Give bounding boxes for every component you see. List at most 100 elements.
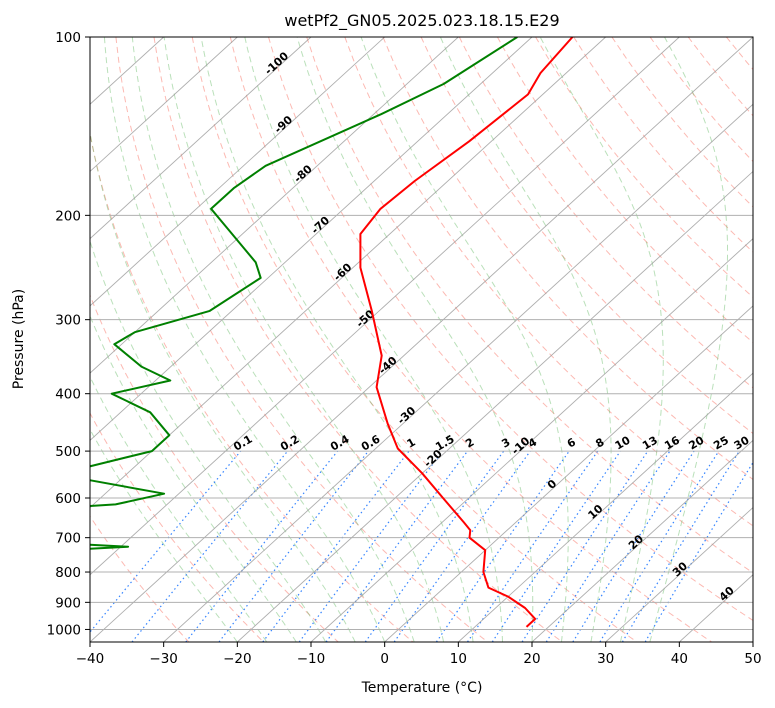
y-tick-label: 900 bbox=[55, 595, 81, 611]
chart-title: wetPf2_GN05.2025.023.18.15.E29 bbox=[284, 11, 559, 31]
mixing-ratio-line bbox=[90, 450, 242, 633]
dry-adiabat bbox=[90, 412, 264, 642]
isoline-labels: 0.1 0.2 0.4 0.6 1 1.5 2 3 4 6 8 10 13 16 20 25 30 36-100-… bbox=[231, 49, 772, 604]
isotherm-line bbox=[90, 37, 238, 173]
moist-adiabat bbox=[90, 129, 356, 642]
mixing-ratio-label: 30 bbox=[732, 433, 752, 452]
moist-adiabat bbox=[244, 37, 503, 642]
moist-adiabat bbox=[439, 37, 612, 642]
dry-adiabat bbox=[344, 37, 753, 527]
x-tick-label: −40 bbox=[76, 651, 105, 667]
isotherm-line bbox=[90, 37, 385, 307]
isotherm-line bbox=[310, 238, 753, 642]
y-tick-label: 400 bbox=[55, 387, 81, 403]
mixing-ratio-label: 20 bbox=[687, 433, 707, 452]
mixing-ratio-label: 0.4 bbox=[328, 432, 352, 453]
moist-adiabat bbox=[163, 37, 445, 642]
temperature-profile bbox=[359, 37, 574, 628]
dry-adiabat bbox=[687, 37, 753, 117]
mixing-ratio-line bbox=[435, 450, 570, 642]
isotherm-line bbox=[384, 305, 753, 642]
x-tick-label: 0 bbox=[380, 651, 389, 667]
x-tick-label: 30 bbox=[597, 651, 614, 667]
mixing-ratio-label: 8 bbox=[593, 436, 606, 451]
mixing-ratio-line bbox=[325, 450, 468, 642]
moist-adiabat bbox=[90, 314, 297, 642]
mixing-ratio-line bbox=[185, 450, 339, 642]
axis-ticks: −40 −30 −20 −10 0 10 20 30 40 5010020030040050060… bbox=[47, 30, 762, 667]
mixing-ratio-label: 0.2 bbox=[278, 433, 301, 454]
mixing-ratio-label: 16 bbox=[662, 433, 682, 452]
isotherm-line bbox=[90, 37, 312, 240]
mixing-ratio-line bbox=[545, 450, 671, 642]
y-tick-label: 800 bbox=[55, 565, 81, 581]
dry-adiabat bbox=[535, 37, 753, 298]
isotherm-label: 20 bbox=[626, 532, 646, 552]
isotherm-line bbox=[90, 37, 533, 441]
y-tick-label: 600 bbox=[55, 491, 81, 507]
y-tick-label: 700 bbox=[55, 531, 81, 547]
x-tick-label: 20 bbox=[523, 651, 540, 667]
moist-adiabat bbox=[131, 37, 415, 642]
mixing-ratio-label: 2 bbox=[463, 436, 476, 451]
y-tick-label: 500 bbox=[55, 444, 81, 460]
dry-adiabat bbox=[726, 37, 753, 71]
moist-adiabat bbox=[90, 428, 238, 642]
moist-adiabat bbox=[360, 37, 569, 642]
moist-adiabat bbox=[539, 37, 664, 642]
mixing-ratio-label: 36 bbox=[752, 433, 772, 452]
mixing-ratio-label: 10 bbox=[613, 433, 633, 452]
x-tick-label: −30 bbox=[149, 651, 178, 667]
mixing-ratio-line bbox=[599, 450, 720, 642]
dry-adiabat bbox=[496, 37, 753, 344]
isotherm-line bbox=[458, 372, 753, 642]
mixing-ratio-label: 1 bbox=[405, 436, 418, 451]
background-lines bbox=[90, 37, 775, 642]
moist-adiabat bbox=[90, 375, 268, 642]
moist-adiabat bbox=[90, 239, 327, 642]
sounding-profiles bbox=[90, 37, 574, 628]
y-tick-label: 1000 bbox=[47, 622, 81, 638]
mixing-ratio-label: 6 bbox=[565, 435, 578, 450]
dry-adiabat bbox=[90, 293, 339, 642]
isotherm-line bbox=[237, 170, 753, 642]
mixing-ratio-line bbox=[262, 450, 410, 642]
isotherm-line bbox=[752, 641, 753, 642]
moist-adiabat bbox=[200, 37, 474, 642]
isotherm-label: 10 bbox=[586, 502, 606, 522]
mixing-ratio-line bbox=[364, 450, 505, 642]
isotherm-line bbox=[531, 439, 753, 642]
isotherm-line bbox=[163, 103, 753, 642]
y-tick-label: 300 bbox=[55, 313, 81, 329]
isotherm-line bbox=[605, 506, 753, 642]
isotherm-line bbox=[90, 37, 606, 509]
mixing-ratio-line bbox=[218, 450, 369, 642]
isotherm-line bbox=[90, 37, 680, 576]
mixing-ratio-line bbox=[131, 450, 289, 642]
dry-adiabat bbox=[611, 37, 753, 208]
moist-adiabat bbox=[103, 37, 386, 642]
dry-adiabat bbox=[765, 37, 775, 642]
moist-adiabat bbox=[649, 37, 728, 642]
isotherm-label: -90 bbox=[272, 113, 296, 136]
isotherm-line bbox=[90, 37, 753, 642]
y-axis-label: Pressure (hPa) bbox=[11, 289, 27, 389]
mixing-ratio-line bbox=[466, 450, 599, 642]
isotherm-label: 40 bbox=[717, 584, 737, 604]
isotherm-label: -30 bbox=[395, 404, 419, 427]
mixing-ratio-label: 0.1 bbox=[231, 433, 254, 454]
dry-adiabat bbox=[115, 37, 488, 642]
x-tick-label: 10 bbox=[450, 651, 467, 667]
dry-adiabat bbox=[458, 37, 753, 389]
mixing-ratio-label: 0.6 bbox=[359, 432, 383, 453]
x-tick-label: −10 bbox=[297, 651, 326, 667]
isotherm-line bbox=[90, 37, 459, 374]
mixing-ratio-line bbox=[491, 450, 621, 642]
dry-adiabat bbox=[649, 37, 753, 163]
mixing-ratio-line bbox=[572, 450, 695, 642]
y-tick-label: 200 bbox=[55, 208, 81, 224]
mixing-ratio-line bbox=[621, 450, 740, 642]
isotherm-label: -100 bbox=[262, 49, 291, 77]
mixing-ratio-line bbox=[521, 450, 649, 642]
